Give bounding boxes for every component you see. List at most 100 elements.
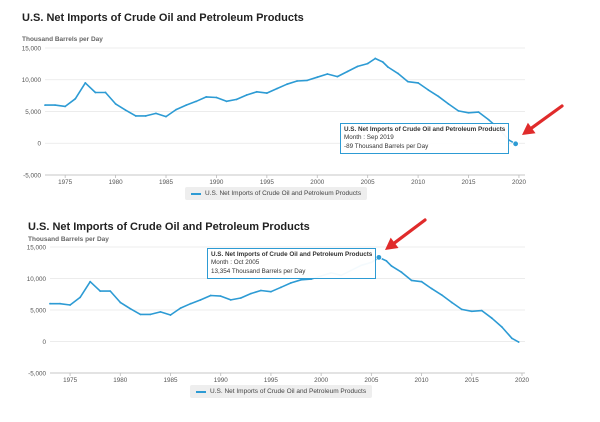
- data-point[interactable]: [215, 96, 218, 99]
- data-point[interactable]: [366, 62, 369, 65]
- data-point[interactable]: [280, 286, 282, 289]
- data-point[interactable]: [480, 309, 483, 312]
- data-point[interactable]: [109, 290, 112, 292]
- data-point[interactable]: [390, 265, 393, 267]
- data-point[interactable]: [149, 313, 152, 316]
- data-point[interactable]: [169, 314, 172, 316]
- data-point[interactable]: [189, 302, 192, 305]
- data-point[interactable]: [99, 290, 102, 292]
- data-point[interactable]: [296, 80, 299, 82]
- data-point[interactable]: [104, 91, 107, 94]
- data-point[interactable]: [134, 115, 137, 117]
- x-tick-label: 1985: [163, 377, 178, 384]
- data-point[interactable]: [385, 259, 388, 262]
- data-point[interactable]: [386, 66, 389, 68]
- data-point[interactable]: [89, 280, 92, 283]
- chart-panel-bottom: U.S. Net Imports of Crude Oil and Petrol…: [0, 210, 600, 420]
- data-point[interactable]: [450, 301, 453, 304]
- data-point[interactable]: [179, 307, 182, 310]
- data-point[interactable]: [205, 95, 208, 98]
- data-point[interactable]: [490, 317, 493, 320]
- data-point[interactable]: [225, 100, 228, 103]
- data-point[interactable]: [84, 82, 87, 84]
- data-point[interactable]: [199, 299, 202, 301]
- data-point[interactable]: [49, 302, 51, 305]
- data-point[interactable]: [356, 65, 359, 68]
- data-point[interactable]: [270, 290, 272, 293]
- data-point[interactable]: [477, 111, 480, 114]
- data-point[interactable]: [326, 73, 329, 75]
- data-point[interactable]: [276, 87, 278, 90]
- data-point[interactable]: [336, 75, 339, 78]
- data-point[interactable]: [381, 61, 384, 63]
- data-point[interactable]: [427, 89, 430, 91]
- data-point[interactable]: [44, 104, 46, 107]
- data-point[interactable]: [460, 308, 463, 311]
- data-point[interactable]: [119, 301, 122, 304]
- data-point[interactable]: [457, 109, 460, 112]
- data-point[interactable]: [239, 297, 242, 299]
- data-point[interactable]: [517, 341, 520, 343]
- data-point[interactable]: [159, 310, 162, 313]
- legend[interactable]: U.S. Net Imports of Crude Oil and Petrol…: [185, 187, 368, 200]
- y-axis-label: Thousand Barrels per Day: [28, 236, 109, 243]
- highlight-point[interactable]: [375, 254, 383, 261]
- data-point[interactable]: [417, 82, 420, 84]
- data-point[interactable]: [209, 294, 212, 297]
- data-point[interactable]: [400, 271, 403, 274]
- line-chart-svg[interactable]: 15,000 10,000 5,000 0 -5,000 1975 1980 1985 1990…: [0, 0, 600, 205]
- data-point[interactable]: [175, 108, 177, 111]
- data-point[interactable]: [165, 115, 167, 118]
- data-point[interactable]: [501, 326, 503, 328]
- data-point[interactable]: [144, 115, 147, 117]
- highlight-point[interactable]: [512, 140, 519, 148]
- data-point[interactable]: [124, 109, 127, 112]
- x-tick-label: 2015: [465, 377, 480, 384]
- y-tick-label: 10,000: [22, 77, 42, 84]
- data-point[interactable]: [374, 57, 377, 60]
- data-point[interactable]: [114, 102, 117, 105]
- data-point[interactable]: [129, 307, 132, 310]
- data-point[interactable]: [437, 95, 440, 98]
- data-point[interactable]: [316, 76, 319, 79]
- data-point[interactable]: [219, 295, 222, 298]
- data-point[interactable]: [265, 92, 268, 94]
- data-point[interactable]: [155, 112, 157, 115]
- legend[interactable]: U.S. Net Imports of Crude Oil and Petrol…: [190, 385, 373, 398]
- data-point[interactable]: [185, 104, 188, 107]
- x-tick-label: 2020: [512, 179, 527, 186]
- data-point[interactable]: [447, 102, 450, 105]
- data-point[interactable]: [306, 79, 309, 82]
- data-point[interactable]: [397, 72, 399, 75]
- data-point[interactable]: [440, 293, 443, 296]
- data-point[interactable]: [346, 70, 349, 73]
- data-point[interactable]: [245, 94, 248, 96]
- data-point[interactable]: [79, 296, 82, 299]
- data-point[interactable]: [467, 111, 470, 114]
- data-point[interactable]: [290, 282, 292, 284]
- data-point[interactable]: [235, 98, 238, 101]
- data-point[interactable]: [229, 299, 232, 301]
- data-point[interactable]: [59, 302, 61, 305]
- data-point[interactable]: [54, 104, 56, 107]
- data-point[interactable]: [286, 83, 288, 86]
- data-point[interactable]: [407, 80, 409, 83]
- data-point[interactable]: [511, 337, 513, 340]
- data-point[interactable]: [249, 292, 252, 295]
- data-point[interactable]: [487, 118, 490, 121]
- line-chart-svg[interactable]: 15,000 10,000 5,000 0 -5,000 1975 1980 1985 1990…: [0, 210, 600, 420]
- data-point[interactable]: [64, 105, 67, 108]
- data-point[interactable]: [139, 313, 142, 316]
- data-point[interactable]: [300, 278, 302, 281]
- data-point[interactable]: [470, 310, 473, 313]
- annotation-arrow-shaft: [530, 104, 564, 130]
- data-point[interactable]: [195, 100, 198, 103]
- data-point[interactable]: [410, 279, 413, 282]
- data-point[interactable]: [94, 91, 97, 94]
- data-point[interactable]: [255, 90, 258, 93]
- data-point[interactable]: [259, 289, 262, 292]
- data-point[interactable]: [430, 287, 433, 290]
- data-point[interactable]: [74, 97, 77, 100]
- data-point[interactable]: [69, 304, 71, 306]
- data-point[interactable]: [420, 280, 423, 283]
